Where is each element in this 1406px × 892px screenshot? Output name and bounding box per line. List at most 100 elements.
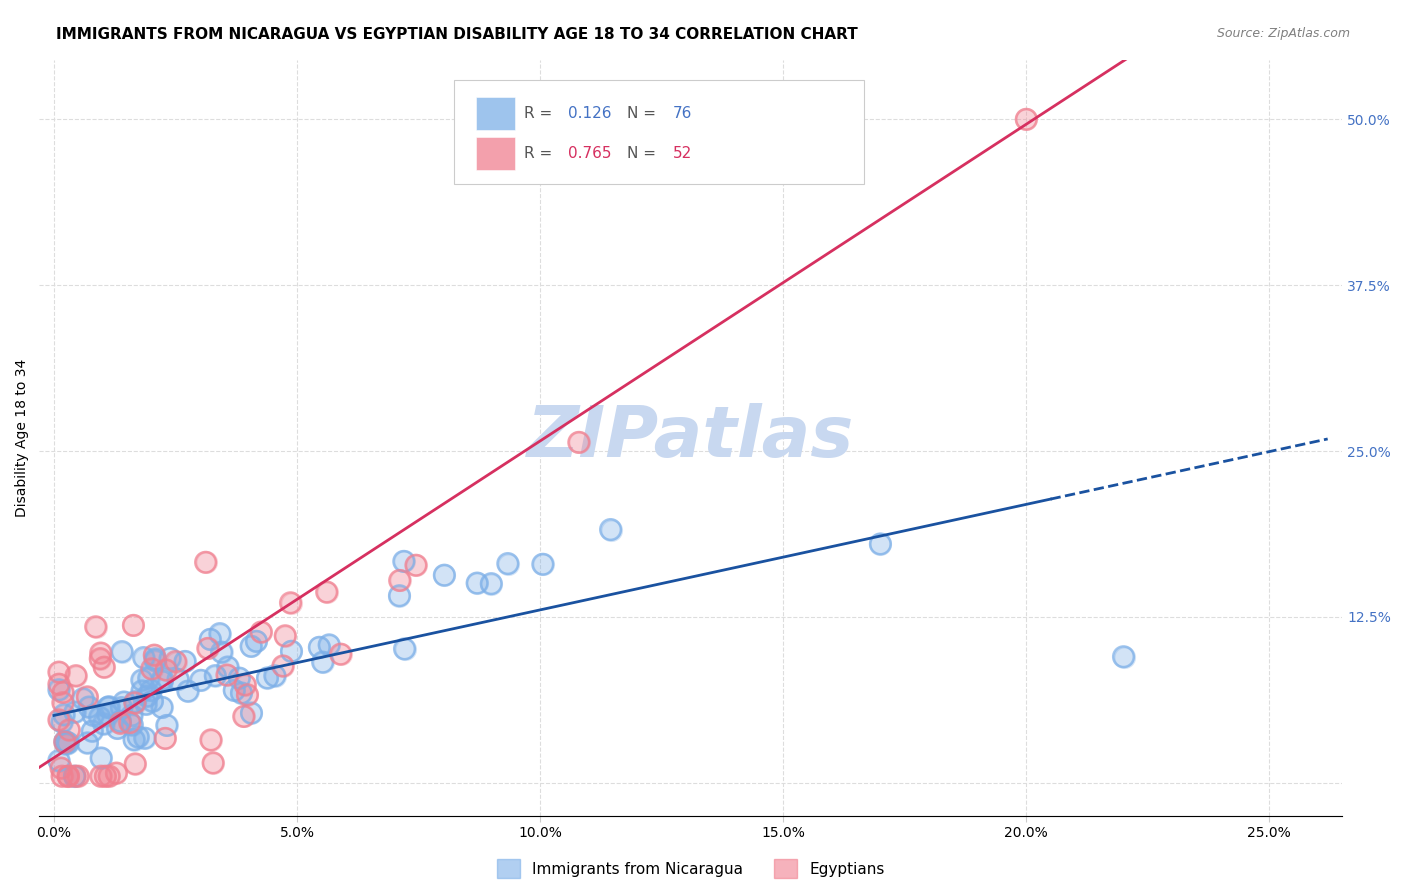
Point — [90, 751, 112, 765]
Point — [280, 596, 302, 610]
Point — [250, 625, 273, 640]
Point — [90, 751, 112, 765]
Text: IMMIGRANTS FROM NICARAGUA VS EGYPTIAN DISABILITY AGE 18 TO 34 CORRELATION CHART: IMMIGRANTS FROM NICARAGUA VS EGYPTIAN DI… — [56, 27, 858, 42]
Point — [51, 769, 73, 783]
Point — [56, 736, 79, 750]
Point — [156, 718, 179, 732]
Point — [217, 660, 239, 674]
Point — [388, 589, 411, 603]
Point — [388, 589, 411, 603]
Point — [568, 435, 591, 450]
Point — [150, 700, 173, 714]
Point — [311, 655, 333, 669]
Point — [311, 655, 333, 669]
Point — [53, 735, 76, 749]
Point — [110, 700, 132, 714]
Point — [531, 558, 554, 572]
Y-axis label: Disability Age 18 to 34: Disability Age 18 to 34 — [15, 359, 30, 516]
Point — [110, 714, 132, 729]
Point — [67, 769, 90, 783]
Point — [240, 640, 263, 654]
Point — [107, 722, 129, 736]
Point — [94, 769, 117, 783]
Point — [89, 710, 111, 724]
Point — [200, 632, 222, 647]
Point — [200, 732, 222, 747]
Point — [112, 695, 135, 709]
Point — [72, 691, 94, 706]
Point — [315, 585, 337, 599]
Point — [110, 700, 132, 714]
Point — [110, 716, 132, 731]
Point — [194, 555, 217, 569]
Point — [90, 769, 112, 783]
Point — [124, 696, 146, 710]
Point — [138, 671, 160, 685]
Point — [274, 629, 297, 643]
Point — [271, 659, 294, 673]
Point — [202, 756, 225, 770]
Point — [388, 574, 411, 588]
Point — [132, 650, 155, 665]
Point — [58, 769, 80, 783]
Point — [141, 662, 163, 676]
Point — [204, 668, 226, 682]
Point — [599, 523, 621, 537]
Point — [208, 626, 231, 640]
Text: ZIPatlas: ZIPatlas — [527, 403, 855, 472]
Point — [280, 596, 302, 610]
Point — [388, 574, 411, 588]
Text: 52: 52 — [672, 146, 692, 161]
Point — [141, 694, 163, 708]
Point — [204, 668, 226, 682]
Point — [263, 669, 285, 683]
Point — [56, 769, 79, 783]
Point — [217, 660, 239, 674]
Point — [131, 684, 153, 698]
Point — [53, 734, 76, 748]
Point — [155, 663, 177, 677]
Point — [127, 730, 149, 744]
Point — [392, 554, 415, 568]
Point — [52, 707, 75, 722]
Point — [63, 769, 86, 783]
Point — [82, 724, 104, 739]
Point — [48, 677, 70, 691]
FancyBboxPatch shape — [454, 80, 865, 185]
Point — [58, 723, 80, 737]
Point — [56, 736, 79, 750]
Point — [159, 651, 181, 665]
Point — [139, 683, 162, 698]
Point — [138, 671, 160, 685]
Text: R =: R = — [524, 106, 557, 120]
Point — [465, 576, 488, 591]
Point — [531, 558, 554, 572]
Point — [211, 645, 233, 659]
Point — [48, 682, 70, 697]
Point — [156, 718, 179, 732]
Point — [231, 686, 253, 700]
Point — [52, 696, 75, 710]
Point — [315, 585, 337, 599]
Point — [135, 697, 157, 711]
Point — [155, 663, 177, 677]
Point — [228, 671, 250, 685]
Point — [139, 683, 162, 698]
Point — [308, 640, 330, 655]
Point — [274, 629, 297, 643]
Point — [82, 708, 104, 723]
Point — [250, 625, 273, 640]
Point — [869, 537, 891, 551]
Point — [136, 689, 159, 703]
Point — [84, 620, 107, 634]
Point — [155, 731, 177, 746]
Point — [82, 724, 104, 739]
Point — [236, 688, 259, 702]
Point — [98, 769, 121, 783]
Point — [48, 682, 70, 697]
Text: 76: 76 — [672, 106, 692, 120]
Text: R =: R = — [524, 146, 557, 161]
Point — [56, 769, 79, 783]
Point — [479, 576, 502, 591]
Point — [232, 709, 254, 723]
